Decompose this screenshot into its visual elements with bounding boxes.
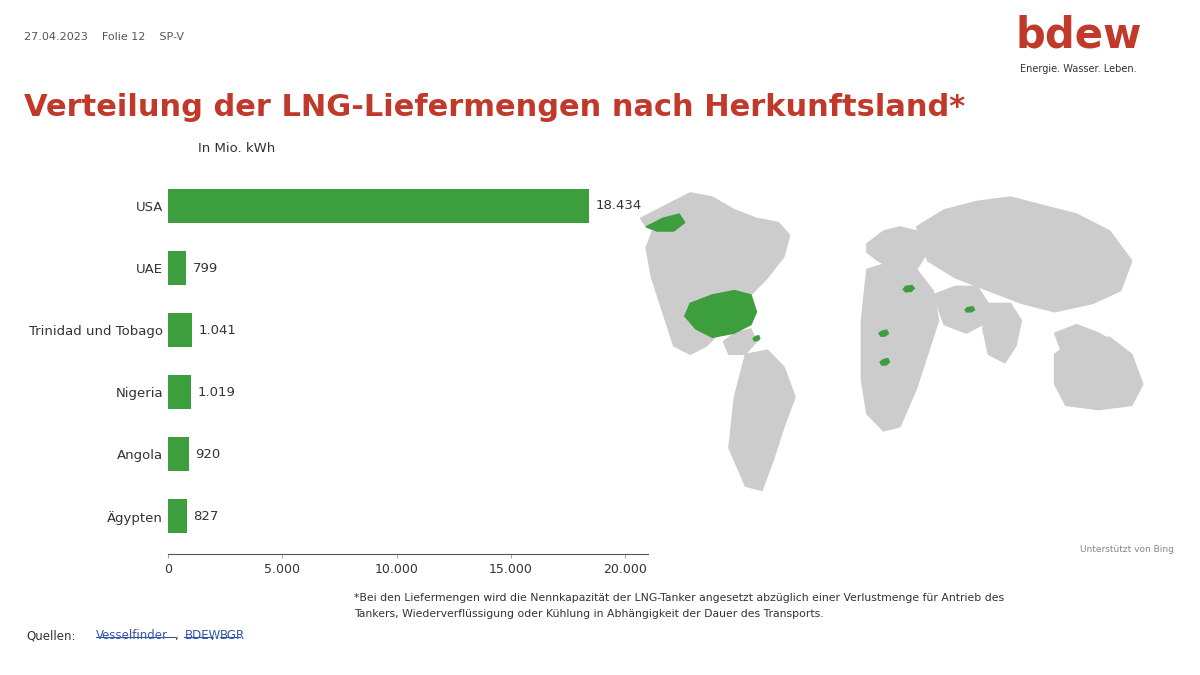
Text: Quellen:: Quellen: xyxy=(26,629,76,642)
Polygon shape xyxy=(965,306,974,312)
Polygon shape xyxy=(724,329,756,354)
Text: ,: , xyxy=(175,629,182,642)
Text: Verteilung der LNG-Liefermengen nach Herkunftsland*: Verteilung der LNG-Liefermengen nach Her… xyxy=(24,94,965,122)
Polygon shape xyxy=(880,330,888,336)
Polygon shape xyxy=(983,303,1021,363)
Polygon shape xyxy=(917,197,1132,312)
Text: In Mio. kWh: In Mio. kWh xyxy=(198,142,275,155)
Bar xyxy=(168,500,187,533)
Polygon shape xyxy=(866,227,928,273)
Text: 18.434: 18.434 xyxy=(595,200,642,213)
Text: ,: , xyxy=(211,629,218,642)
Bar xyxy=(168,189,589,223)
Text: 27.04.2023    Folie 12    SP-V: 27.04.2023 Folie 12 SP-V xyxy=(24,32,184,42)
Text: Vesselfinder: Vesselfinder xyxy=(96,629,168,642)
Bar xyxy=(168,375,191,409)
Text: bdew: bdew xyxy=(1015,14,1142,56)
Text: BGR: BGR xyxy=(220,629,245,642)
Text: Unterstützt von Bing: Unterstützt von Bing xyxy=(1080,545,1174,554)
Polygon shape xyxy=(754,335,760,341)
Bar xyxy=(168,313,192,347)
Bar xyxy=(168,251,186,285)
Text: 920: 920 xyxy=(196,448,221,461)
Text: 1.019: 1.019 xyxy=(198,385,235,399)
Text: 1.041: 1.041 xyxy=(198,323,236,337)
Text: BDEW: BDEW xyxy=(185,629,221,642)
Polygon shape xyxy=(904,286,914,292)
Polygon shape xyxy=(880,358,889,365)
Polygon shape xyxy=(934,286,989,333)
Polygon shape xyxy=(862,261,938,431)
Polygon shape xyxy=(646,214,685,231)
Polygon shape xyxy=(1055,325,1121,371)
Polygon shape xyxy=(646,193,790,354)
Polygon shape xyxy=(641,201,685,231)
Text: Energie. Wasser. Leben.: Energie. Wasser. Leben. xyxy=(1020,64,1138,74)
Bar xyxy=(168,437,190,471)
Text: *Bei den Liefermengen wird die Nennkapazität der LNG-Tanker angesetzt abzüglich : *Bei den Liefermengen wird die Nennkapaz… xyxy=(354,593,1004,603)
Polygon shape xyxy=(728,350,796,491)
Text: 799: 799 xyxy=(193,261,218,275)
Polygon shape xyxy=(1055,338,1142,410)
Polygon shape xyxy=(685,290,756,338)
Text: Tankers, Wiederverflüssigung oder Kühlung in Abhängigkeit der Dauer des Transpor: Tankers, Wiederverflüssigung oder Kühlun… xyxy=(354,609,823,619)
Text: 827: 827 xyxy=(193,510,218,522)
